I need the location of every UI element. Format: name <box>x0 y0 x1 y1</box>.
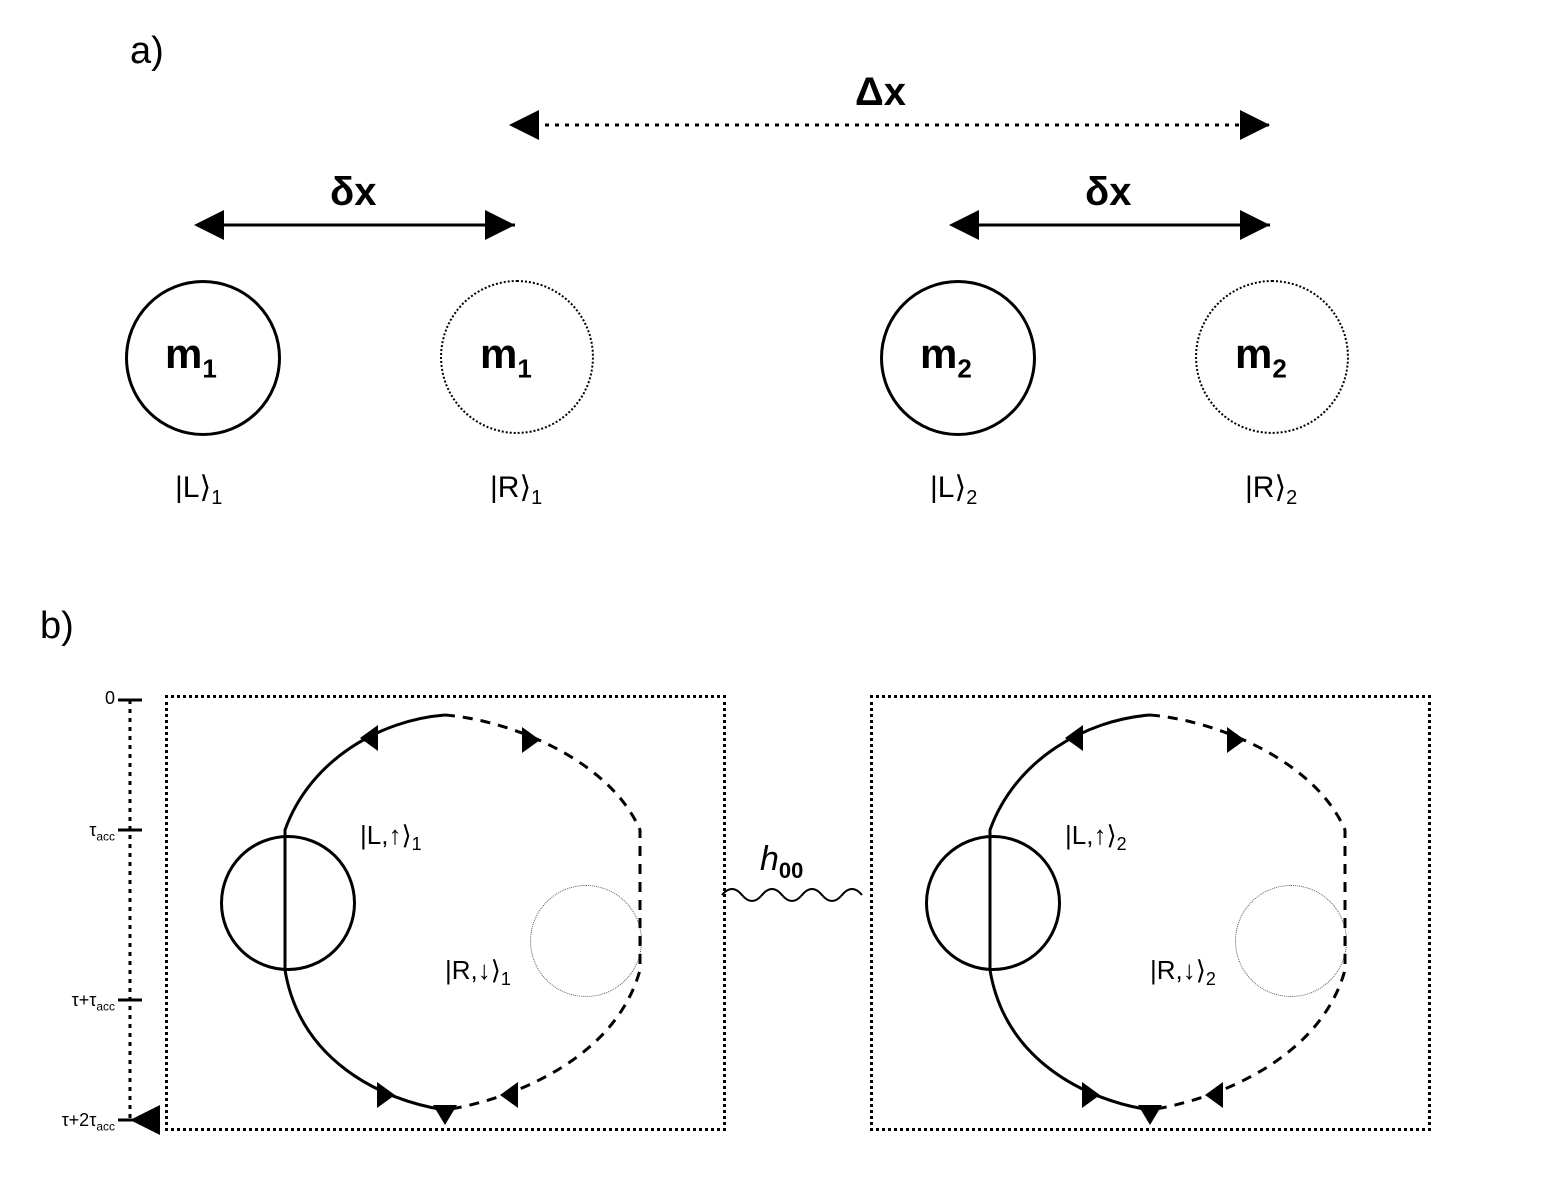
intf2-solid-path <box>990 715 1150 1110</box>
mediator-wavy-line <box>722 889 862 901</box>
intf2-dashed-path <box>1150 715 1345 1110</box>
intf1-label-Lup: |L,↑⟩1 <box>360 820 422 855</box>
intf1-dashed-upper-arrow <box>522 727 540 753</box>
intf2-label-Rdown: |R,↓⟩2 <box>1150 955 1216 990</box>
intf1-solid-lower-arrow <box>377 1082 395 1108</box>
intf2-label-Lup: |L,↑⟩2 <box>1065 820 1127 855</box>
intf2-dashed-upper-arrow <box>1227 727 1245 753</box>
intf1-dashed-path <box>445 715 640 1110</box>
panel-b-paths-svg <box>0 0 1567 1195</box>
intf1-solid-upper-arrow <box>360 725 378 751</box>
intf1-solid-path <box>285 715 445 1110</box>
intf2-dashed-lower-arrow <box>1205 1082 1223 1108</box>
intf2-solid-upper-arrow <box>1065 725 1083 751</box>
intf1-dashed-lower-arrow <box>500 1082 518 1108</box>
intf2-solid-lower-arrow <box>1082 1082 1100 1108</box>
diagram-canvas: a) Δx δx δx <box>0 0 1567 1195</box>
intf1-label-Rdown: |R,↓⟩1 <box>445 955 511 990</box>
mediator-label: h00 <box>760 840 803 884</box>
